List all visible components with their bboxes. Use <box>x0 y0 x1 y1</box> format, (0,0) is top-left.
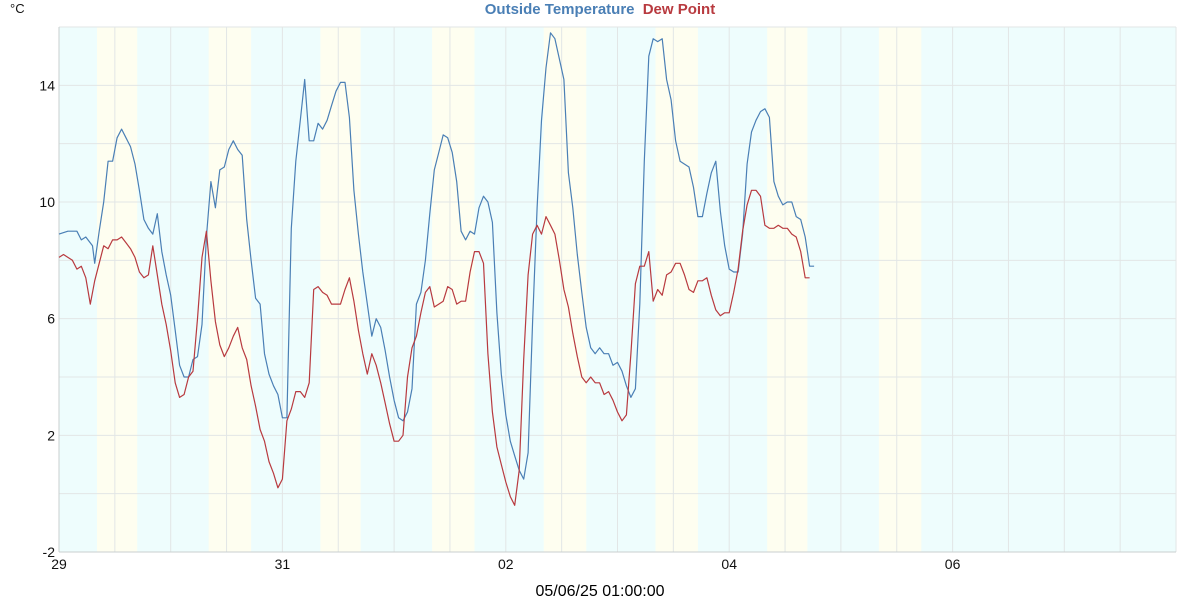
series-line-dew-point <box>58 189 810 506</box>
day-shading-band <box>96 27 138 552</box>
day-shading-band <box>432 27 475 552</box>
chart-legend: Outside Temperature Dew Point <box>0 1 1200 18</box>
y-tick-label: -2 <box>43 544 56 560</box>
legend-outside-temperature: Outside Temperature <box>484 1 635 18</box>
x-tick-label: 02 <box>498 556 514 572</box>
legend-dew-point: Dew Point <box>642 1 716 18</box>
day-shading-band <box>320 27 361 552</box>
x-tick-label: 29 <box>51 556 67 572</box>
x-tick-label: 04 <box>721 556 737 572</box>
x-tick-label: 31 <box>275 556 291 572</box>
day-shading-band <box>208 27 252 552</box>
y-tick-label: 14 <box>39 77 55 93</box>
y-tick-label: 6 <box>47 311 55 327</box>
day-shading-band <box>878 27 922 552</box>
y-tick-label: 2 <box>47 427 55 443</box>
day-shading-band <box>655 27 698 552</box>
y-axis-unit-label: °C <box>10 1 25 16</box>
chart-timestamp: 05/06/25 01:00:00 <box>535 583 665 600</box>
y-tick-label: 10 <box>39 194 55 210</box>
x-tick-label: 06 <box>945 556 961 572</box>
day-shading-band <box>767 27 808 552</box>
series-line-outside-temperature <box>58 32 815 480</box>
